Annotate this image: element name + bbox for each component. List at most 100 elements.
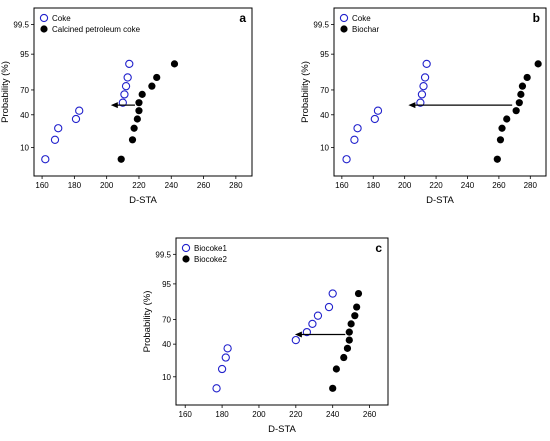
data-point-open-circle [75,106,84,115]
x-tick-label: 180 [215,410,229,419]
chart-panel-a: 160 180 200 220 240 260 280 10 40 70 95 99.5 D-STA Pr… [0,7,253,206]
legend-marker-filled [40,25,48,33]
y-tick-label: 40 [162,340,171,349]
y-tick-label: 95 [320,50,329,59]
x-tick-label: 260 [197,181,211,190]
x-tick-label: 280 [524,181,538,190]
data-point-filled-circle [329,384,337,392]
y-tick-label: 40 [320,111,329,120]
data-point-filled-circle [170,60,179,68]
y-tick-label: 10 [162,373,171,382]
plot-frame [33,7,253,177]
data-point-filled-circle [517,90,525,98]
data-point-open-circle [373,106,383,115]
y-axis-label: Probability (%) [0,61,11,123]
data-point-filled-circle [512,107,520,115]
x-tick-label: 200 [252,410,266,419]
data-point-open-circle [422,59,431,69]
data-point-open-circle [342,155,351,164]
data-point-open-circle [54,124,63,133]
data-point-filled-circle [340,353,348,362]
x-axis-label: D-STA [129,195,157,206]
x-tick-label: 240 [461,181,475,190]
legend-marker-open [39,13,49,23]
x-tick-label: 160 [179,410,193,419]
data-point-open-circle [123,73,132,82]
shift-arrow-head [408,102,416,109]
y-tick-label: 95 [162,280,171,289]
legend-marker-filled [340,25,348,33]
chart-panel-c: 160 180 200 220 240 260 10 40 70 95 99.5 D-STA Proba… [142,237,389,435]
data-point-filled-circle [133,115,141,123]
legend-marker-open [339,13,349,23]
data-point-open-circle [302,327,312,337]
x-axis-label: D-STA [426,195,454,206]
data-point-open-circle [350,135,359,144]
y-tick-label: 10 [320,144,329,153]
x-tick-label: 260 [492,181,506,190]
data-point-open-circle [50,135,60,144]
x-tick-label: 260 [363,410,377,419]
data-point-filled-circle [135,107,143,115]
chart-panel-b: 160 180 200 220 240 260 280 10 40 70 95 99.5 D-STA Pr… [300,7,547,206]
data-point-filled-circle [345,336,353,344]
data-point-filled-circle [518,82,527,90]
data-point-filled-circle [135,99,143,107]
x-tick-label: 180 [367,181,381,190]
y-tick-label: 70 [320,86,329,95]
legend-marker-filled [182,255,190,263]
data-point-open-circle [71,114,81,124]
data-point-open-circle [308,319,317,329]
data-point-filled-circle [534,60,542,68]
data-point-filled-circle [148,82,156,90]
data-point-open-circle [41,155,50,164]
data-point-filled-circle [153,73,161,82]
data-point-open-circle [120,90,129,99]
data-point-filled-circle [138,90,146,98]
data-point-open-circle [324,302,334,312]
data-point-filled-circle [347,320,355,328]
y-tick-label: 99.5 [13,20,29,29]
data-point-open-circle [419,81,428,91]
data-point-filled-circle [353,303,361,311]
legend-entry: Coke [52,14,71,23]
legend-entry: Coke [352,14,371,23]
data-point-filled-circle [523,73,531,82]
data-point-open-circle [125,59,134,69]
y-tick-label: 95 [20,50,29,59]
legend-entry: Calcined petroleum coke [52,25,141,34]
data-point-filled-circle [496,136,505,144]
plot-frame [175,237,389,406]
data-point-filled-circle [332,365,340,373]
data-point-open-circle [313,311,323,320]
data-point-filled-circle [515,99,523,107]
data-point-open-circle [223,344,232,353]
data-point-filled-circle [117,155,125,163]
x-tick-label: 200 [398,181,412,190]
x-tick-label: 280 [229,181,243,190]
data-point-open-circle [291,335,300,345]
data-point-filled-circle [498,124,506,132]
data-point-open-circle [417,90,427,99]
y-tick-label: 40 [20,111,29,120]
panel-letter: b [533,11,540,25]
data-point-open-circle [416,98,425,107]
x-tick-label: 220 [132,181,146,190]
x-tick-label: 220 [289,410,303,419]
panel-letter: c [375,241,382,255]
data-point-open-circle [370,114,379,124]
x-tick-label: 240 [165,181,179,190]
data-point-open-circle [221,353,230,362]
data-point-open-circle [118,98,127,107]
legend-entry: Biocoke1 [194,244,227,253]
x-tick-label: 200 [100,181,114,190]
data-point-open-circle [212,384,221,393]
x-tick-label: 220 [429,181,443,190]
shift-arrow-head [110,102,118,109]
data-point-open-circle [420,73,430,82]
data-point-filled-circle [351,312,359,320]
data-point-filled-circle [130,124,138,132]
y-axis-label: Probability (%) [300,61,311,123]
data-point-filled-circle [354,289,363,298]
data-point-filled-circle [503,115,511,123]
